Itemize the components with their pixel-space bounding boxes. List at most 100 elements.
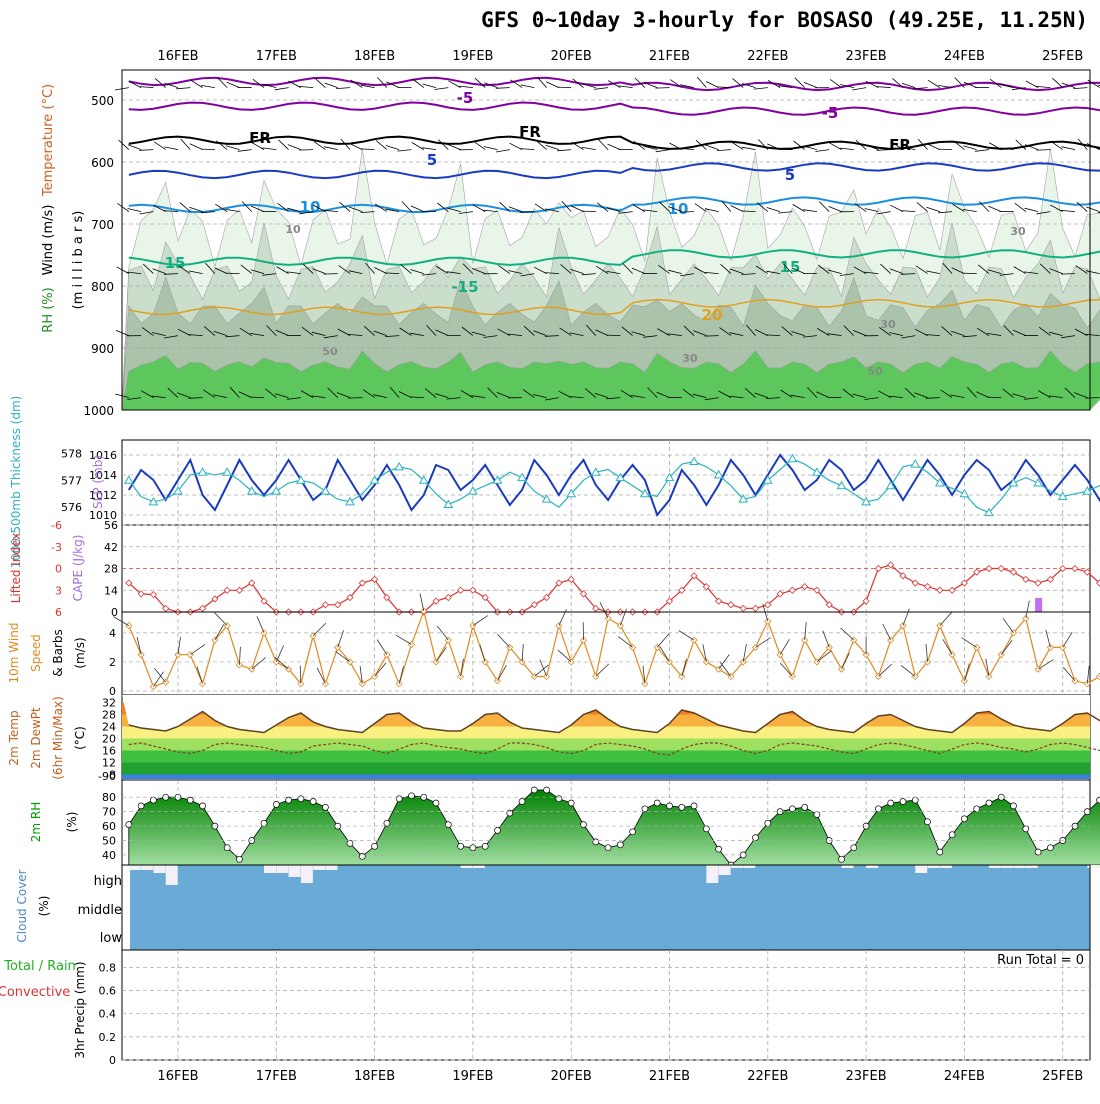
day-label-bottom: 24FEB — [944, 1069, 985, 1084]
isotherm-label: 50 — [867, 365, 883, 378]
lifted-index-point — [753, 605, 759, 611]
wind-barb — [938, 149, 952, 150]
wind-barb — [117, 267, 129, 274]
wind-barb — [1073, 88, 1087, 89]
wind-barb — [963, 146, 976, 150]
rh-ytick: 70 — [102, 806, 116, 819]
wind-barb — [242, 202, 252, 212]
page-title: GFS 0~10day 3-hourly for BOSASO (49.25E,… — [481, 8, 1088, 32]
precip-ytick: 0.8 — [99, 961, 117, 974]
rh-point — [531, 787, 537, 793]
cloud-high-block — [166, 865, 178, 885]
temp-ytick-extra: -90 — [98, 770, 116, 783]
upper-ytick: 600 — [91, 156, 114, 170]
wind-barb — [496, 150, 510, 152]
wind-barb — [940, 612, 952, 625]
temp-label-2: 2m DewPt — [29, 707, 43, 769]
rh-point — [396, 796, 402, 802]
wind-barb — [695, 204, 706, 212]
wind-barb — [891, 205, 903, 211]
isotherm-label: 30 — [880, 318, 896, 331]
wind-barb — [225, 273, 239, 274]
isotherm-label: FR — [889, 136, 911, 154]
wind-barb — [226, 209, 240, 211]
upper-rh-label: RH (%) — [41, 287, 56, 332]
day-label-top: 24FEB — [944, 49, 985, 64]
thickness-point — [272, 487, 280, 494]
lifted-index-point — [458, 587, 464, 593]
wind-barb — [943, 639, 952, 654]
lifted-index-point — [998, 566, 1004, 572]
wind-barb — [178, 637, 181, 655]
rh-point — [409, 793, 415, 799]
wind-barb — [399, 666, 403, 683]
lifted-index-point — [949, 587, 955, 593]
rh-point — [1011, 803, 1017, 809]
wind-barb — [423, 84, 437, 88]
rh-point — [482, 843, 488, 849]
cloud-high-block — [141, 865, 153, 870]
wind-barb — [139, 150, 153, 151]
wind-barb — [1001, 640, 1012, 654]
rh-point — [187, 797, 193, 803]
wind-barb — [842, 653, 850, 669]
rh-point — [470, 845, 476, 851]
wind-barb — [780, 639, 789, 654]
li-ytick: -6 — [51, 519, 62, 532]
run-total: Run Total = 0 — [997, 953, 1084, 968]
lifted-index-point — [875, 566, 881, 572]
wind-barb — [250, 397, 264, 398]
li-ytick: -3 — [51, 541, 62, 554]
thickness-point — [715, 471, 723, 478]
wind-barb — [962, 638, 977, 648]
upper-temp-label: Temperature (°C) — [41, 84, 56, 197]
cloud-level-label: middle — [78, 903, 122, 918]
temp-label-1: 2m Temp — [7, 710, 21, 765]
slp-label: SLP (mb) — [91, 455, 105, 509]
cloud-high-block — [325, 865, 337, 870]
wind-barb — [819, 202, 829, 212]
wind-barb — [227, 82, 240, 88]
wind-barb — [325, 83, 338, 88]
wind-barb — [257, 616, 264, 633]
rh-point — [1097, 797, 1100, 803]
thickness-point — [125, 476, 133, 483]
wind-barb — [705, 145, 718, 150]
wind-barb — [155, 78, 166, 87]
wind-barb — [633, 205, 645, 212]
cape-ytick: 42 — [104, 541, 118, 554]
rh-units: (%) — [65, 812, 79, 833]
lifted-index-point — [986, 566, 992, 572]
wind-barb — [215, 613, 228, 626]
lifted-index-label: Lifted Index — [9, 533, 23, 604]
wind-barb — [154, 142, 166, 150]
upper-air-fill — [122, 148, 1100, 410]
lifted-index-point — [728, 602, 734, 608]
day-label-bottom: 21FEB — [649, 1069, 690, 1084]
cloud-units: (%) — [37, 896, 51, 917]
wind-barb — [475, 78, 485, 88]
wind-barb — [546, 82, 559, 88]
thickness-ytick: 578 — [61, 447, 82, 460]
wind-barb — [742, 147, 756, 149]
rh-point — [298, 796, 304, 802]
wind-barb — [521, 85, 535, 88]
wind-barb — [398, 150, 412, 152]
wind-barb — [938, 85, 952, 87]
thickness-point — [960, 490, 968, 497]
rh-point — [654, 800, 660, 806]
precip-label-3: 3hr Precip (mm) — [73, 961, 87, 1058]
wind-barb — [1003, 618, 1014, 633]
wind-barb — [793, 204, 805, 211]
isotherm-label: 5 — [785, 166, 795, 184]
wind-barb — [618, 637, 632, 648]
wind-ytick: 4 — [109, 627, 116, 640]
wind-barb — [377, 77, 387, 87]
wind-barb — [128, 209, 142, 212]
rh-point — [593, 839, 599, 845]
rh-point — [322, 804, 328, 810]
wind-barb — [706, 82, 719, 88]
rh-point — [679, 804, 685, 810]
lifted-index-point — [236, 587, 242, 593]
wind-barb — [1086, 398, 1100, 399]
